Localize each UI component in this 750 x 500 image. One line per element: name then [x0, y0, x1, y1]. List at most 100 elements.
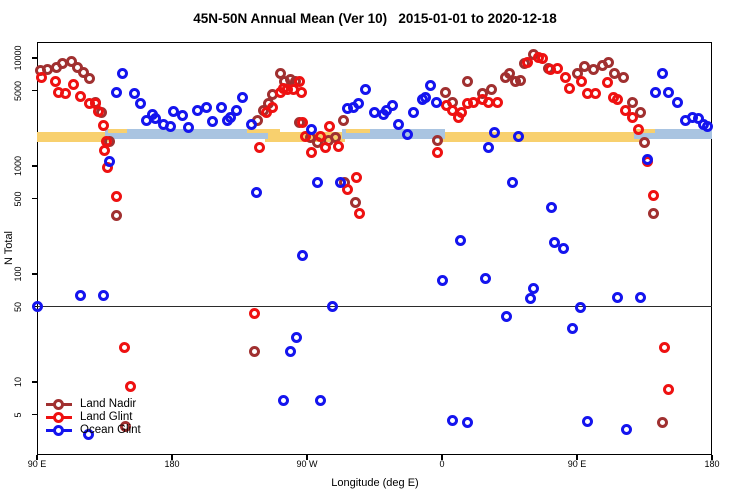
data-point-ocean-glint: [634, 291, 646, 303]
data-point-land-glint: [658, 341, 670, 353]
data-point-land-glint: [253, 142, 265, 154]
data-point-land-glint: [601, 77, 613, 89]
data-point-ocean-glint: [291, 331, 302, 343]
x-tick: [306, 455, 308, 460]
data-point-land-glint: [564, 82, 575, 94]
data-point-ocean-glint: [177, 110, 188, 122]
chart-title: 45N-50N Annual Mean (Ver 10) 2015-01-01 …: [193, 11, 557, 26]
data-point-land-glint: [333, 141, 344, 153]
data-point-ocean-glint: [672, 96, 683, 108]
data-point-land-glint: [93, 105, 104, 117]
data-point-land-nadir: [337, 114, 349, 126]
data-point-ocean-glint: [567, 323, 578, 335]
data-point-land-nadir: [249, 346, 260, 358]
y-tick: [32, 197, 37, 200]
data-point-ocean-glint: [454, 234, 466, 246]
legend-label: Ocean Glint: [80, 424, 141, 436]
data-point-ocean-glint: [183, 122, 194, 134]
data-point-land-nadir: [66, 56, 77, 68]
x-tick: [171, 455, 173, 460]
data-point-land-glint: [294, 76, 305, 88]
data-point-ocean-glint: [111, 86, 122, 98]
map-band-land-segment: [439, 132, 640, 142]
data-point-land-nadir: [648, 208, 659, 220]
legend-circle: [53, 425, 64, 436]
data-point-ocean-glint: [483, 142, 494, 154]
data-point-ocean-glint: [82, 428, 94, 440]
data-point-ocean-glint: [312, 177, 323, 189]
x-tick-label: 0: [439, 459, 445, 469]
data-point-ocean-glint: [75, 290, 86, 302]
x-tick-label: 90 E: [567, 459, 587, 469]
data-point-ocean-glint: [462, 417, 473, 429]
x-tick-label: 90 E: [27, 459, 47, 469]
y-tick-label: 500: [13, 190, 23, 207]
data-point-land-glint: [612, 94, 623, 106]
x-tick: [576, 455, 578, 460]
data-point-land-glint: [60, 87, 71, 99]
data-point-land-nadir: [618, 72, 629, 84]
data-point-land-glint: [249, 308, 260, 320]
data-point-land-glint: [456, 106, 467, 118]
y-tick-label: 5: [13, 411, 23, 418]
data-point-land-glint: [315, 131, 326, 143]
data-point-ocean-glint: [393, 119, 404, 131]
data-point-land-nadir: [657, 417, 668, 429]
data-point-ocean-glint: [165, 121, 176, 133]
data-point-ocean-glint: [103, 155, 115, 167]
data-point-ocean-glint: [621, 424, 632, 436]
data-point-ocean-glint: [352, 97, 364, 109]
legend-item: Land Glint: [46, 411, 141, 424]
legend-marker-icon: [46, 399, 72, 410]
data-point-ocean-glint: [306, 124, 317, 136]
data-point-land-glint: [111, 190, 122, 202]
data-point-ocean-glint: [649, 86, 661, 98]
data-point-land-glint: [306, 146, 317, 158]
data-point-ocean-glint: [297, 249, 308, 261]
legend: Land Nadir Land Glint Ocean Glint: [46, 398, 141, 437]
data-point-ocean-glint: [31, 301, 43, 312]
y-tick: [32, 273, 37, 275]
data-point-ocean-glint: [489, 126, 500, 138]
data-point-land-glint: [648, 189, 659, 201]
x-tick: [36, 455, 38, 460]
data-point-land-nadir: [439, 86, 451, 98]
legend-circle: [53, 412, 64, 423]
x-axis-label: Longitude (deg E): [331, 477, 419, 489]
data-point-land-glint: [324, 121, 335, 133]
x-tick-label: 180: [164, 459, 180, 469]
data-point-land-nadir: [349, 197, 361, 209]
data-point-land-glint: [619, 104, 631, 116]
data-point-land-glint: [36, 72, 47, 84]
data-point-land-glint: [319, 142, 331, 154]
data-point-land-nadir: [120, 420, 131, 432]
data-point-ocean-glint: [129, 87, 140, 99]
data-point-land-nadir: [639, 137, 650, 149]
data-point-ocean-glint: [207, 115, 218, 127]
data-point-ocean-glint: [315, 395, 326, 407]
data-point-ocean-glint: [402, 129, 413, 141]
x-tick-label: 90 W: [296, 459, 318, 469]
data-point-land-nadir: [603, 56, 614, 68]
data-point-land-glint: [589, 87, 601, 99]
map-band-land-fringe: [107, 128, 127, 133]
y-tick-label: 5000: [13, 80, 23, 101]
data-point-ocean-glint: [327, 301, 338, 312]
data-point-land-glint: [633, 124, 644, 136]
map-band-ocean-segment: [341, 128, 445, 139]
data-point-ocean-glint: [574, 301, 586, 313]
plot-area: [37, 42, 712, 455]
data-point-land-glint: [75, 91, 86, 103]
data-point-land-glint: [432, 146, 443, 158]
y-tick-label: 10000: [13, 45, 23, 71]
data-point-land-glint: [124, 381, 136, 393]
data-point-land-nadir: [588, 64, 599, 76]
y-tick: [32, 57, 37, 59]
data-point-ocean-glint: [277, 395, 289, 407]
data-point-land-nadir: [627, 96, 638, 108]
data-point-ocean-glint: [436, 275, 448, 287]
data-point-land-glint: [118, 341, 130, 353]
data-point-land-glint: [559, 72, 571, 84]
data-point-ocean-glint: [546, 201, 557, 213]
data-point-ocean-glint: [285, 346, 296, 358]
